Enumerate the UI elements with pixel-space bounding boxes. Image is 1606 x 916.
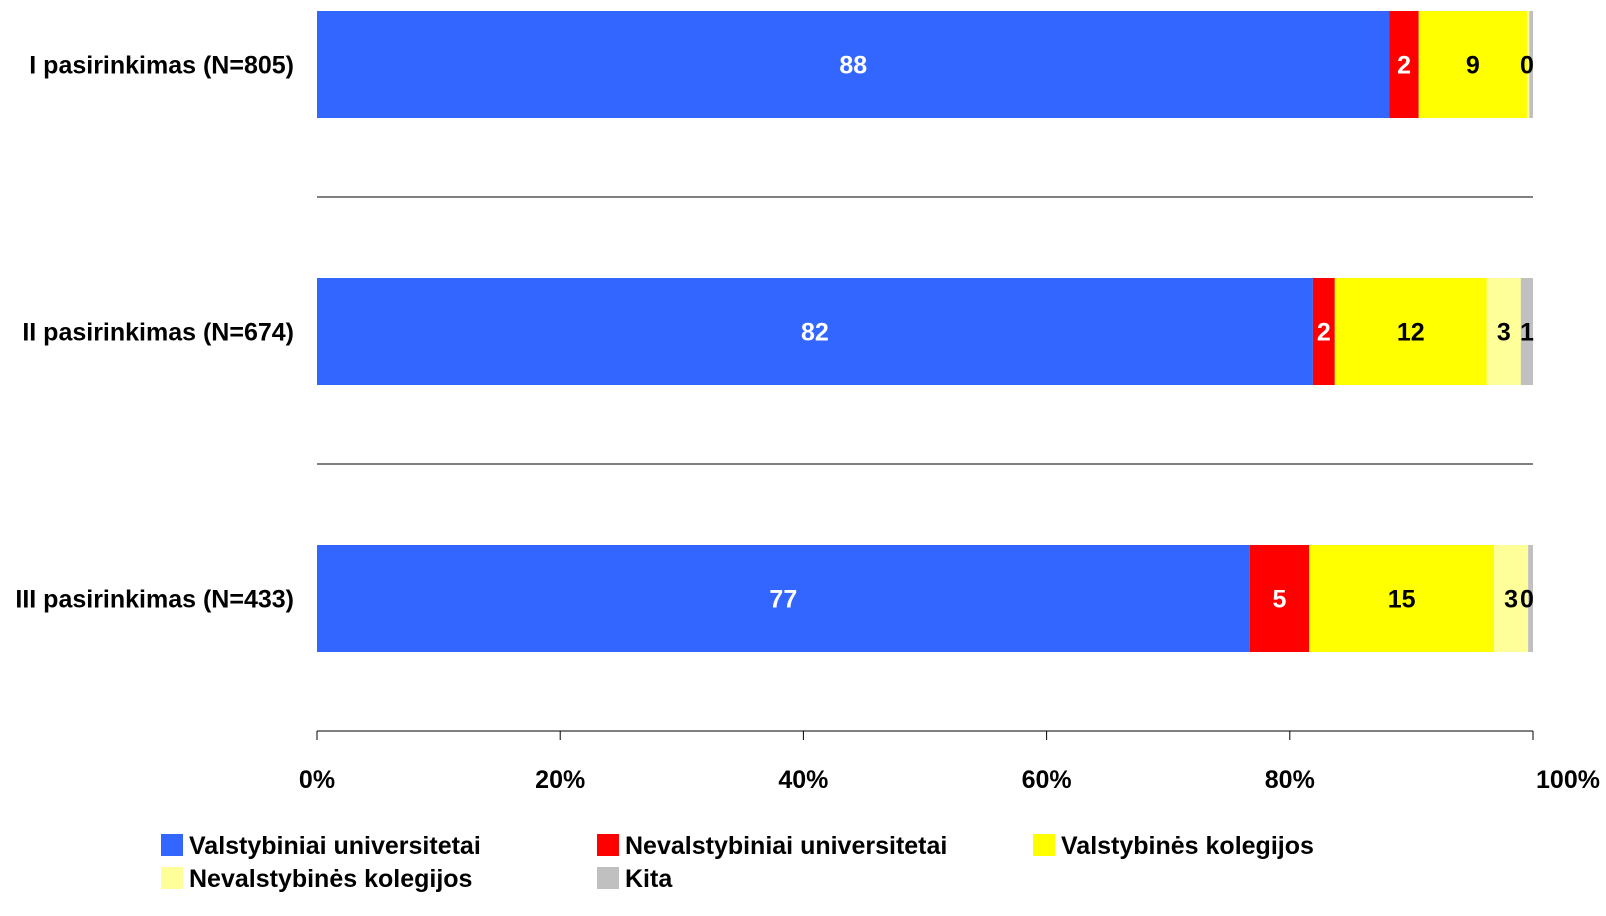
- bar-segments: [317, 11, 1533, 652]
- x-tick-label: 0%: [299, 766, 335, 794]
- data-label: 2: [1397, 52, 1411, 80]
- legend-label: Nevalstybiniai universitetai: [625, 832, 947, 860]
- legend-label: Nevalstybinės kolegijos: [189, 865, 472, 893]
- x-axis: 0% 20% 40% 60% 80% 100%: [299, 731, 1600, 794]
- legend-swatch: [597, 867, 619, 889]
- legend-item: Nevalstybinės kolegijos: [161, 865, 472, 893]
- legend-item: Nevalstybiniai universitetai: [597, 832, 947, 860]
- data-label: 82: [801, 319, 829, 347]
- data-label: 15: [1388, 586, 1416, 614]
- data-label: 9: [1466, 52, 1480, 80]
- category-label: III pasirinkimas (N=433): [15, 586, 294, 614]
- data-label: 88: [839, 52, 867, 80]
- data-label: 0: [1520, 52, 1534, 80]
- legend-item: Valstybinės kolegijos: [1033, 832, 1314, 860]
- data-label: 77: [769, 586, 797, 614]
- data-label: 1: [1520, 319, 1534, 347]
- category-label: I pasirinkimas (N=805): [29, 52, 294, 80]
- legend-label: Valstybiniai universitetai: [189, 832, 481, 860]
- data-label: 12: [1397, 319, 1425, 347]
- legend-item: Valstybiniai universitetai: [161, 832, 481, 860]
- data-label: 3: [1504, 586, 1518, 614]
- category-labels: I pasirinkimas (N=805) II pasirinkimas (N…: [15, 52, 294, 614]
- x-tick-label: 80%: [1265, 766, 1315, 794]
- legend-item: Kita: [597, 865, 673, 893]
- legend-label: Kita: [625, 865, 673, 893]
- legend: Valstybiniai universitetai Nevalstybiniai…: [161, 832, 1314, 893]
- data-label: 3: [1497, 319, 1511, 347]
- data-label: 2: [1317, 319, 1331, 347]
- legend-swatch: [161, 834, 183, 856]
- category-label: II pasirinkimas (N=674): [22, 319, 294, 347]
- legend-swatch: [1033, 834, 1055, 856]
- x-tick-label: 20%: [535, 766, 585, 794]
- legend-swatch: [597, 834, 619, 856]
- data-label: 0: [1520, 586, 1534, 614]
- legend-label: Valstybinės kolegijos: [1061, 832, 1314, 860]
- x-tick-label: 100%: [1536, 766, 1600, 794]
- legend-swatch: [161, 867, 183, 889]
- x-tick-label: 60%: [1022, 766, 1072, 794]
- x-tick-label: 40%: [778, 766, 828, 794]
- data-label: 5: [1273, 586, 1287, 614]
